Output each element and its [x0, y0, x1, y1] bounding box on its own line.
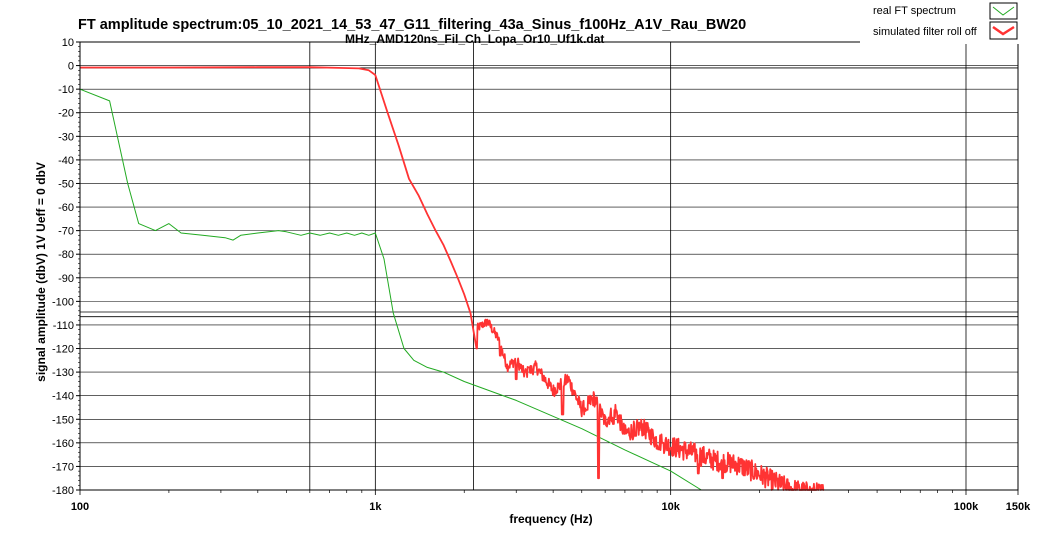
y-tick-label: -140	[52, 391, 74, 403]
series-line-real-ft-spectrum	[79, 88, 702, 491]
legend-line-real-ft	[992, 6, 1015, 16]
y-tick-label: 0	[68, 61, 74, 73]
grid	[76, 41, 1019, 495]
y-tick-label: -70	[58, 226, 74, 238]
y-tick-label: -120	[52, 344, 74, 356]
y-tick-label: -30	[58, 131, 74, 143]
y-tick-label: -150	[52, 414, 74, 426]
x-tick-label: 100	[71, 501, 89, 513]
legend-line-filter	[992, 25, 1015, 36]
x-axis-label: frequency (Hz)	[509, 512, 592, 526]
y-tick-label: -80	[58, 249, 74, 261]
plot-frame	[79, 41, 1019, 491]
y-axis-label: signal amplitude (dbV) 1V Ueff = 0 dbV	[34, 162, 48, 382]
y-tick-label: -90	[58, 273, 74, 285]
y-tick-label: -100	[52, 296, 74, 308]
chart-title: FT amplitude spectrum:05_10_2021_14_53_4…	[78, 17, 746, 33]
y-tick-label: -50	[58, 178, 74, 190]
x-tick-label: 150k	[1006, 501, 1031, 513]
y-tick-label: -40	[58, 155, 74, 167]
tick-labels: 100-10-20-30-40-50-60-70-80-90-100-110-1…	[52, 37, 1031, 513]
x-tick-label: 10k	[661, 501, 680, 513]
y-tick-label: -10	[58, 84, 74, 96]
chart-subtitle: MHz_AMD120ns_Fil_Ch_Lopa_Or10_Uf1k.dat	[345, 32, 604, 46]
legend-swatch-real-ft	[989, 2, 1018, 20]
y-tick-label: -130	[52, 367, 74, 379]
legend-label-filter: simulated filter roll off	[873, 26, 978, 38]
y-tick-label: -180	[52, 485, 74, 497]
series-line-simulated-filter-roll-off	[80, 66, 825, 491]
axes	[79, 41, 1019, 491]
legend-swatch-filter	[989, 21, 1018, 40]
legend: real FT spectrum simulated filter roll o…	[860, 0, 1030, 44]
y-tick-label: -20	[58, 108, 74, 120]
y-tick-label: 10	[62, 37, 74, 49]
y-tick-label: -60	[58, 202, 74, 214]
x-tick-label: 100k	[954, 501, 979, 513]
legend-label-real-ft: real FT spectrum	[873, 5, 956, 17]
series-layer	[79, 66, 825, 491]
y-tick-label: -170	[52, 461, 74, 473]
x-tick-label: 1k	[369, 501, 382, 513]
y-tick-label: -110	[53, 320, 74, 332]
y-tick-label: -160	[52, 438, 74, 450]
